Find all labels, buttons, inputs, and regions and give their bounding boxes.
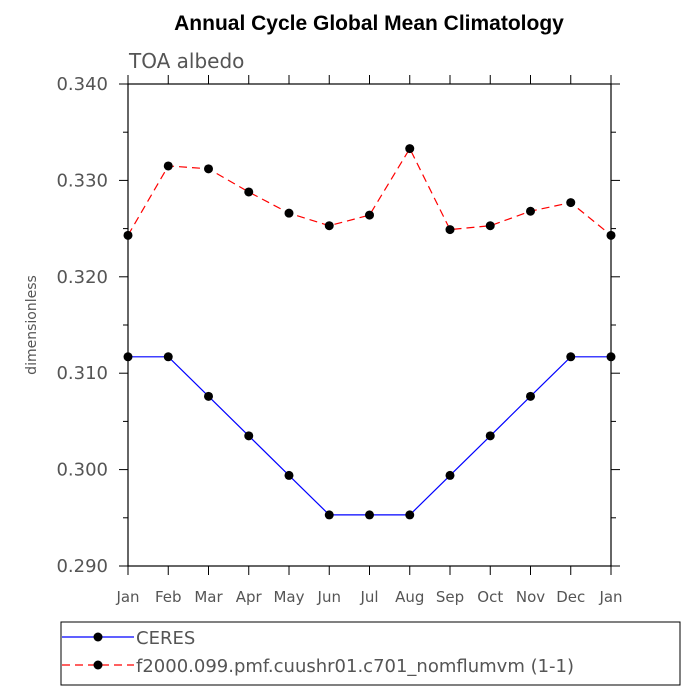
legend-entry-ceres: CERES: [62, 628, 195, 649]
data-point-series-2: [566, 198, 576, 208]
chart-subtitle: TOA albedo: [128, 49, 244, 73]
y-tick-label: 0.300: [56, 460, 108, 481]
legend-box: [60, 621, 681, 686]
legend-marker-model: [93, 660, 103, 670]
legend-entry-model: f2000.099.pmf.cuushr01.c701_nomflumvm (1…: [62, 656, 574, 677]
data-point-series-2: [445, 225, 455, 235]
y-axis-label: dimensionless: [24, 275, 40, 375]
x-tick-label: Jan: [598, 588, 622, 606]
data-point-series-1: [445, 470, 455, 480]
x-tick-label: Apr: [236, 588, 263, 606]
legend-marker-ceres: [93, 632, 103, 642]
x-tick-label: Jan: [115, 588, 139, 606]
x-tick-label: Aug: [395, 588, 424, 606]
y-tick-label: 0.310: [56, 363, 108, 384]
data-point-series-2: [163, 161, 173, 171]
series-line-1: [128, 356, 611, 516]
data-point-series-1: [163, 352, 173, 362]
data-point-series-2: [324, 221, 334, 231]
legend: CERES f2000.099.pmf.cuushr01.c701_nomflu…: [60, 621, 681, 686]
x-tick-label: Oct: [477, 588, 503, 606]
data-point-series-2: [244, 187, 254, 197]
plot-frame: [127, 83, 612, 567]
data-point-series-1: [485, 431, 495, 441]
x-tick-label: Dec: [556, 588, 585, 606]
data-point-series-1: [284, 470, 294, 480]
axis-ticks: [119, 75, 620, 575]
data-point-series-2: [405, 144, 415, 154]
x-tick-label: May: [273, 588, 304, 606]
data-point-series-2: [204, 164, 213, 174]
data-point-series-2: [526, 206, 535, 216]
data-point-series-2: [485, 221, 495, 231]
data-point-series-1: [365, 510, 374, 520]
y-tick-label: 0.290: [56, 556, 108, 577]
x-tick-label: Feb: [155, 588, 182, 606]
x-tick-label: Mar: [194, 588, 223, 606]
data-point-series-1: [324, 510, 334, 520]
y-tick-label: 0.320: [56, 267, 108, 288]
series-layer: [123, 144, 616, 520]
data-point-series-1: [244, 431, 254, 441]
x-tick-label: Jul: [359, 588, 378, 606]
series-line-2: [127, 147, 612, 236]
legend-label-model: f2000.099.pmf.cuushr01.c701_nomflumvm (1…: [136, 656, 574, 677]
chart-title: Annual Cycle Global Mean Climatology: [174, 12, 564, 35]
y-tick-label: 0.330: [56, 170, 108, 191]
data-point-series-1: [204, 391, 213, 401]
data-point-series-1: [566, 352, 576, 362]
data-point-series-2: [365, 210, 374, 220]
x-tick-labels: Jan Feb Mar Apr May Jun Jul Aug Sep Oct Nov Dec Jan: [115, 588, 622, 606]
x-tick-label: Jun: [317, 588, 341, 606]
x-tick-label: Sep: [436, 588, 464, 606]
legend-label-ceres: CERES: [136, 628, 195, 649]
y-tick-labels: 0.290 0.300 0.310 0.320 0.330 0.340: [56, 74, 108, 577]
data-point-series-1: [405, 510, 415, 520]
x-tick-label: Nov: [516, 588, 545, 606]
y-tick-label: 0.340: [56, 74, 108, 95]
data-point-series-2: [284, 208, 294, 218]
data-point-series-1: [526, 391, 535, 401]
